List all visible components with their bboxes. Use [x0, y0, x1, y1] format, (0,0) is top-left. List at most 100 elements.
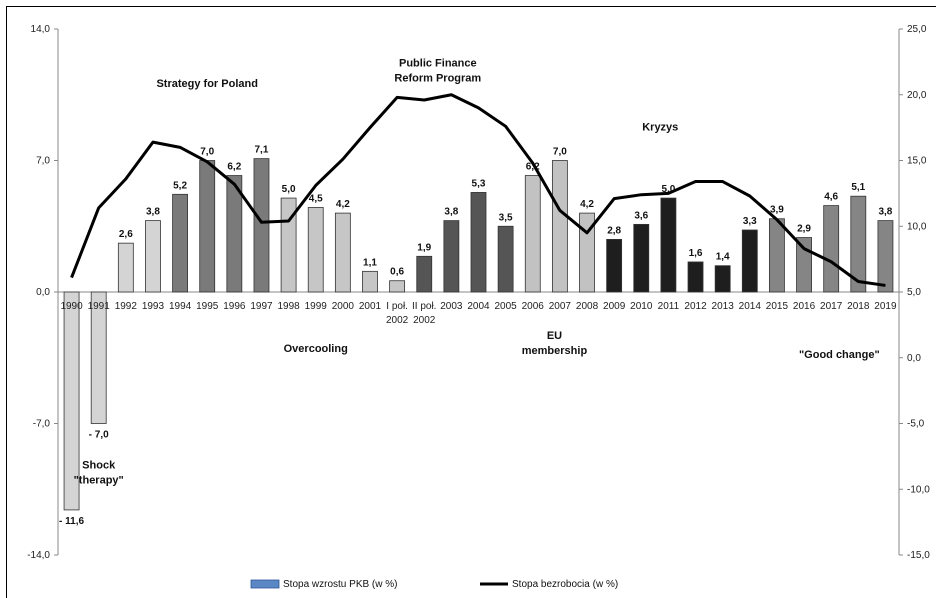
x-tick-label: 2002	[386, 315, 409, 326]
bar	[117, 242, 134, 293]
x-tick-label: 2010	[630, 301, 653, 312]
bar	[633, 223, 650, 293]
left-tick-label: 7,0	[36, 156, 50, 167]
bar-data-label: 6,2	[227, 162, 241, 173]
bar-data-label: 2,8	[607, 225, 621, 236]
left-tick-label: 0,0	[36, 287, 50, 298]
x-tick-label: 2006	[522, 301, 545, 312]
x-tick-label: 1994	[169, 301, 192, 312]
left-tick-label: -7,0	[33, 419, 51, 430]
left-tick-label: 14,0	[31, 24, 51, 35]
bar-data-label: 2,9	[797, 224, 811, 235]
x-tick-label: 2019	[874, 301, 897, 312]
annotation-label: "Good change"	[799, 349, 880, 361]
bar	[389, 280, 406, 293]
bar-data-label: 3,8	[444, 207, 458, 218]
bar	[741, 229, 758, 293]
bar-data-label: 4,6	[824, 192, 838, 203]
right-tick-label: -15,0	[907, 550, 930, 561]
bar-data-label: 3,3	[743, 216, 757, 227]
legend-label: Stopa bezrobocia (w %)	[512, 579, 618, 590]
bar-data-label: 1,9	[417, 242, 431, 253]
annotation-label: Shock	[82, 460, 116, 472]
x-tick-label: 1992	[115, 301, 138, 312]
right-tick-label: 10,0	[907, 221, 927, 232]
bar	[362, 270, 378, 293]
annotation-label: Kryzys	[642, 121, 678, 133]
x-tick-label: 2018	[847, 301, 870, 312]
x-tick-label: 2000	[332, 301, 355, 312]
annotation-label: Overcooling	[284, 343, 348, 355]
right-tick-label: -5,0	[907, 419, 925, 430]
bar	[307, 207, 324, 293]
right-tick-label: 5,0	[907, 287, 921, 298]
bar-data-label: 3,9	[770, 205, 784, 216]
chart-frame	[6, 6, 936, 598]
x-tick-label: I poł.	[386, 301, 408, 312]
bar-data-label: 3,6	[634, 210, 648, 221]
bar-data-label: 5,3	[472, 178, 486, 189]
bar	[199, 160, 216, 293]
x-tick-label: 2011	[658, 301, 680, 312]
right-tick-label: -10,0	[907, 484, 930, 495]
x-tick-label: 2007	[549, 301, 572, 312]
bar	[443, 220, 460, 293]
bar	[226, 175, 243, 293]
x-tick-label: 2015	[766, 301, 789, 312]
left-tick-label: -14,0	[27, 550, 50, 561]
bar	[90, 291, 107, 424]
x-tick-label: 1990	[60, 301, 83, 312]
x-tick-label: 2009	[603, 301, 626, 312]
right-tick-label: 25,0	[907, 24, 927, 35]
x-tick-label: 2002	[413, 315, 436, 326]
annotation-label: membership	[522, 345, 588, 357]
legend-label: Stopa wzrostu PKB (w %)	[283, 579, 397, 590]
bar	[796, 237, 812, 293]
bar	[253, 158, 270, 293]
x-tick-label: 2001	[359, 301, 382, 312]
bar	[172, 193, 188, 293]
bar-data-label: 1,4	[716, 252, 730, 263]
x-tick-label: 2017	[820, 301, 843, 312]
bar-data-label: 0,6	[390, 267, 404, 278]
x-tick-label: 2003	[440, 301, 463, 312]
annotation-label: EU	[547, 330, 562, 342]
bar	[334, 212, 351, 293]
bar-data-label: 7,0	[200, 147, 214, 158]
legend-bar-swatch	[250, 579, 280, 589]
bar-data-label: 5,1	[851, 182, 865, 193]
bar	[524, 175, 541, 293]
x-tick-label: 1998	[277, 301, 300, 312]
bar	[877, 220, 894, 293]
bar	[551, 160, 568, 293]
bar-data-label: 1,1	[363, 257, 377, 268]
bar-data-label: 3,5	[499, 212, 513, 223]
x-tick-label: 1999	[305, 301, 328, 312]
annotation-label: Reform Program	[394, 73, 481, 85]
bar-data-label: 7,1	[255, 145, 269, 156]
bar-data-label: 3,8	[878, 207, 892, 218]
x-tick-label: II poł.	[412, 301, 436, 312]
x-tick-label: 1995	[196, 301, 219, 312]
right-tick-label: 0,0	[907, 353, 921, 364]
x-tick-label: 2012	[684, 301, 707, 312]
bar-data-label: 1,6	[689, 248, 703, 259]
bar-data-label: - 11,6	[59, 516, 84, 527]
bar	[823, 205, 840, 293]
bar	[579, 212, 595, 293]
annotation-label: Strategy for Poland	[156, 78, 257, 90]
bar	[606, 238, 623, 293]
annotation-label: Public Finance	[399, 58, 477, 70]
x-tick-label: 2008	[576, 301, 599, 312]
x-tick-label: 1991	[88, 301, 111, 312]
bar	[687, 261, 704, 293]
annotation-label: "therapy"	[74, 475, 124, 487]
right-tick-label: 15,0	[907, 156, 927, 167]
x-tick-label: 2014	[739, 301, 762, 312]
bar-data-label: 5,0	[661, 184, 675, 195]
bar-data-label: 4,5	[309, 193, 323, 204]
bar	[714, 265, 731, 293]
x-tick-label: 1996	[223, 301, 246, 312]
bar-data-label: 3,8	[146, 207, 160, 218]
bar-data-label: 5,2	[173, 180, 187, 191]
